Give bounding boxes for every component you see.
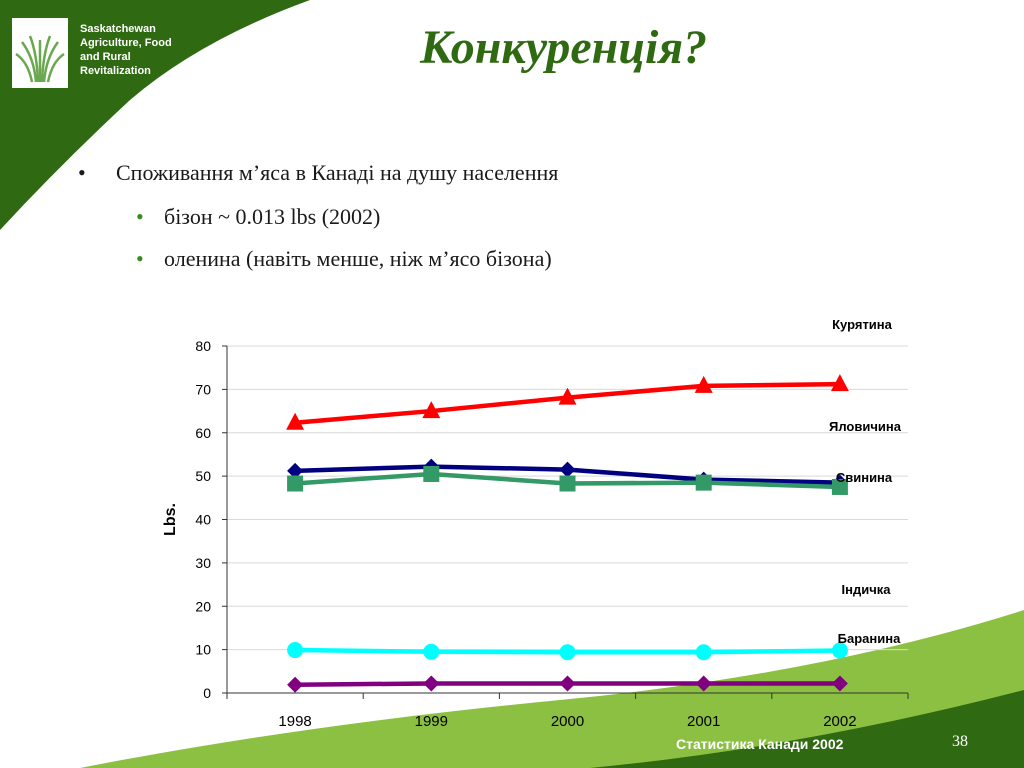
logo-line: and Rural: [80, 51, 131, 63]
data-point: [287, 475, 304, 492]
series-label: Свинина: [836, 470, 893, 485]
series-label: Курятина: [832, 317, 893, 332]
bullet-dot: •: [136, 204, 144, 229]
data-point: [558, 387, 577, 405]
y-tick-label: 20: [195, 598, 211, 614]
data-point: [695, 474, 712, 491]
data-point: [695, 644, 712, 661]
series-label: Баранина: [838, 631, 901, 646]
logo-text: Saskatchewan Agriculture, Food and Rural…: [80, 22, 200, 78]
data-point: [286, 412, 305, 430]
y-tick-label: 30: [195, 555, 211, 571]
y-tick-label: 70: [195, 381, 211, 397]
x-tick-label: 2000: [551, 713, 584, 730]
y-tick-label: 0: [203, 685, 211, 701]
logo-line: Agriculture, Food: [80, 37, 172, 49]
data-point: [559, 675, 576, 692]
y-tick-label: 80: [195, 338, 211, 354]
data-point: [831, 478, 848, 495]
data-point: [423, 465, 440, 482]
page-title: Конкуренція?: [420, 21, 708, 74]
y-tick-label: 40: [195, 512, 211, 528]
bullet-sub-text: бізон ~ 0.013 lbs (2002): [164, 204, 381, 229]
data-point: [830, 374, 849, 392]
data-point: [831, 675, 848, 692]
chart-axes: 0 10 20 30 40 50 60 70 80 1998 1999 2000 2001 2002 Lbs…: [162, 338, 909, 730]
data-point: [287, 462, 304, 479]
y-axis-label: Lbs.: [162, 503, 179, 536]
data-point: [559, 475, 576, 492]
chart-labels: Курятина Яловичина Свинина Індичка Баранина: [829, 317, 902, 646]
bullet-main: Споживання м’яса в Канаді на душу населе…: [78, 160, 559, 186]
y-tick-label: 60: [195, 425, 211, 441]
series-label: Яловичина: [829, 419, 902, 434]
series-label: Індичка: [842, 582, 892, 597]
data-point: [423, 643, 440, 660]
bullet-sub-text: оленина (навіть менше, ніж м’ясо бізона): [164, 246, 552, 271]
data-point: [559, 461, 576, 478]
data-point: [287, 642, 304, 659]
y-tick-label: 50: [195, 468, 211, 484]
data-point: [287, 676, 304, 693]
line-chart: 0 10 20 30 40 50 60 70 80 1998 1999 2000 2001 2002 Lbs…: [162, 317, 909, 730]
data-point: [694, 375, 713, 393]
data-point: [559, 644, 576, 661]
logo-line: Revitalization: [80, 65, 151, 77]
data-point: [422, 401, 441, 419]
data-point: [423, 675, 440, 692]
bullet-sub: • бізон ~ 0.013 lbs (2002): [136, 204, 381, 230]
logo-line: Saskatchewan: [80, 23, 156, 35]
data-point: [695, 675, 712, 692]
source-note: Статистика Канади 2002: [676, 736, 844, 752]
bullet-dot: •: [136, 246, 144, 271]
logo: [12, 18, 68, 88]
data-point: [831, 642, 848, 659]
x-tick-label: 1999: [415, 713, 448, 730]
page-number: 38: [952, 733, 968, 750]
bullet-sub: • оленина (навіть менше, ніж м’ясо бізона…: [136, 246, 552, 272]
chart-series: [286, 374, 849, 693]
x-tick-label: 2001: [687, 713, 720, 730]
bullet-main-text: Споживання м’яса в Канаді на душу населе…: [116, 160, 559, 185]
wheat-sheaf-icon: [15, 35, 65, 83]
x-tick-label: 2002: [823, 713, 856, 730]
y-tick-label: 10: [195, 642, 211, 658]
x-tick-label: 1998: [278, 713, 311, 730]
